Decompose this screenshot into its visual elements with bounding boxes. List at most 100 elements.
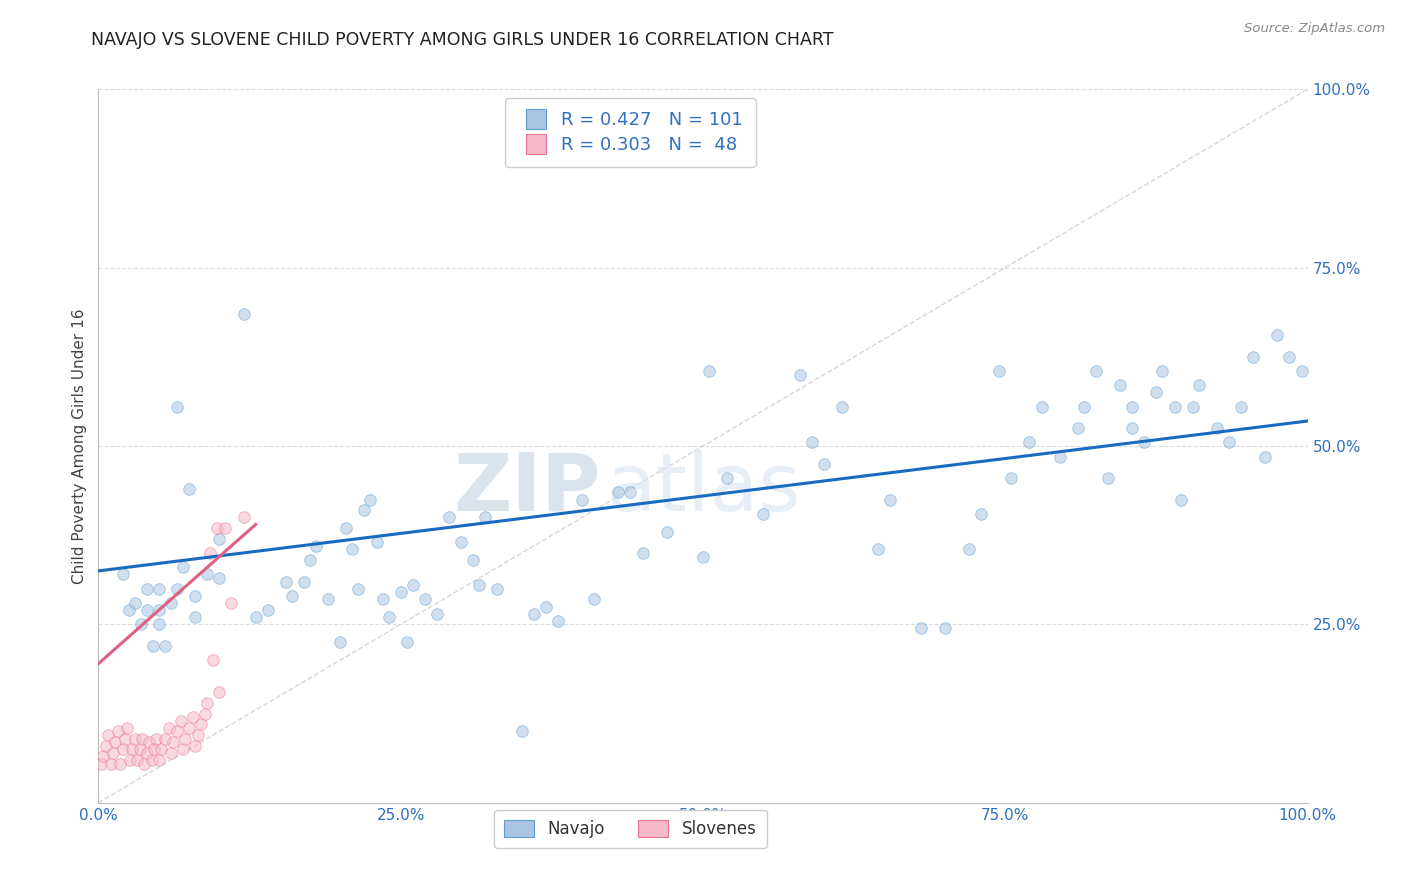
Point xyxy=(124,731,146,746)
Point xyxy=(111,567,134,582)
Point xyxy=(107,724,129,739)
Point xyxy=(426,607,449,621)
Point xyxy=(97,728,120,742)
Point xyxy=(166,400,188,414)
Point xyxy=(510,724,533,739)
Point xyxy=(1000,471,1022,485)
Point xyxy=(184,589,207,603)
Point xyxy=(245,610,267,624)
Point xyxy=(395,635,418,649)
Point xyxy=(184,739,207,753)
Point xyxy=(655,524,678,539)
Point xyxy=(114,731,136,746)
Point xyxy=(1067,421,1090,435)
Point xyxy=(957,542,980,557)
Text: NAVAJO VS SLOVENE CHILD POVERTY AMONG GIRLS UNDER 16 CORRELATION CHART: NAVAJO VS SLOVENE CHILD POVERTY AMONG GI… xyxy=(91,31,834,49)
Point xyxy=(910,621,932,635)
Point xyxy=(91,749,114,764)
Point xyxy=(402,578,425,592)
Point xyxy=(607,485,630,500)
Point xyxy=(129,617,152,632)
Point xyxy=(108,756,131,771)
Point xyxy=(789,368,811,382)
Point xyxy=(150,742,173,756)
Point xyxy=(988,364,1011,378)
Point xyxy=(148,582,170,596)
Point xyxy=(831,400,853,414)
Point xyxy=(141,753,163,767)
Point xyxy=(100,756,122,771)
Point xyxy=(90,756,112,771)
Point xyxy=(135,582,157,596)
Point xyxy=(631,546,654,560)
Point xyxy=(360,492,382,507)
Point xyxy=(232,510,254,524)
Point xyxy=(1121,400,1143,414)
Point xyxy=(1073,400,1095,414)
Point xyxy=(413,592,436,607)
Point xyxy=(131,731,153,746)
Point xyxy=(190,717,212,731)
Point xyxy=(316,592,339,607)
Point xyxy=(1267,328,1289,343)
Point xyxy=(1097,471,1119,485)
Point xyxy=(879,492,901,507)
Point xyxy=(366,535,388,549)
Point xyxy=(160,596,183,610)
Point xyxy=(547,614,569,628)
Point xyxy=(232,307,254,321)
Point xyxy=(1170,492,1192,507)
Point xyxy=(214,521,236,535)
Point xyxy=(166,724,188,739)
Point xyxy=(1018,435,1040,450)
Point xyxy=(274,574,297,589)
Point xyxy=(124,596,146,610)
Point xyxy=(135,603,157,617)
Point xyxy=(347,582,370,596)
Point xyxy=(1109,378,1132,392)
Point xyxy=(121,742,143,756)
Point xyxy=(172,560,194,574)
Point xyxy=(619,485,641,500)
Point xyxy=(208,532,231,546)
Point xyxy=(128,742,150,756)
Text: Source: ZipAtlas.com: Source: ZipAtlas.com xyxy=(1244,22,1385,36)
Point xyxy=(157,721,180,735)
Point xyxy=(134,756,156,771)
Point xyxy=(153,731,176,746)
Point xyxy=(198,546,221,560)
Point xyxy=(697,364,720,378)
Point xyxy=(486,582,509,596)
Point xyxy=(153,639,176,653)
Point xyxy=(111,742,134,756)
Point xyxy=(305,539,328,553)
Point xyxy=(143,742,166,756)
Point xyxy=(1241,350,1264,364)
Point xyxy=(160,746,183,760)
Point xyxy=(138,735,160,749)
Point xyxy=(1254,450,1277,464)
Point xyxy=(377,610,399,624)
Point xyxy=(389,585,412,599)
Point xyxy=(335,521,357,535)
Point xyxy=(800,435,823,450)
Point xyxy=(205,521,228,535)
Point xyxy=(934,621,956,635)
Point xyxy=(474,510,496,524)
Point xyxy=(571,492,593,507)
Point xyxy=(1188,378,1211,392)
Point xyxy=(101,746,124,760)
Point xyxy=(187,728,209,742)
Point xyxy=(1230,400,1253,414)
Point xyxy=(292,574,315,589)
Point xyxy=(181,710,204,724)
Point xyxy=(202,653,225,667)
Point xyxy=(371,592,394,607)
Point xyxy=(1031,400,1053,414)
Point xyxy=(353,503,375,517)
Point xyxy=(1181,400,1204,414)
Point xyxy=(463,553,485,567)
Point xyxy=(194,706,217,721)
Point xyxy=(1146,385,1168,400)
Point xyxy=(127,753,149,767)
